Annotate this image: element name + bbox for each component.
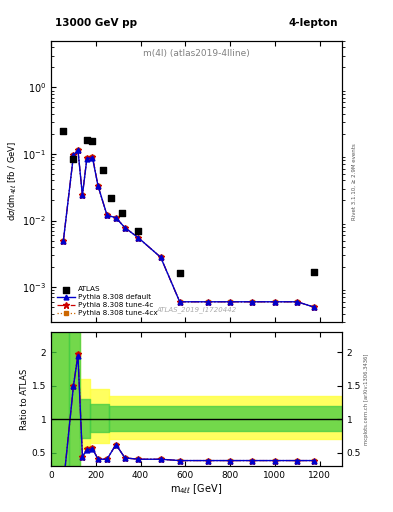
Pythia 8.308 tune-4c bbox=[312, 304, 316, 310]
ATLAS bbox=[70, 155, 77, 163]
Pythia 8.308 default bbox=[205, 298, 210, 305]
Text: 13000 GeV pp: 13000 GeV pp bbox=[55, 18, 137, 28]
Pythia 8.308 default bbox=[71, 153, 76, 159]
Pythia 8.308 tune-4cx bbox=[177, 298, 182, 305]
ATLAS bbox=[176, 269, 183, 278]
Text: ATLAS_2019_I1720442: ATLAS_2019_I1720442 bbox=[156, 307, 237, 313]
Pythia 8.308 default bbox=[114, 215, 118, 221]
ATLAS bbox=[60, 127, 66, 135]
Pythia 8.308 tune-4cx bbox=[90, 154, 95, 160]
Pythia 8.308 tune-4cx bbox=[295, 298, 299, 305]
Pythia 8.308 default bbox=[75, 147, 80, 153]
Pythia 8.308 tune-4cx bbox=[114, 215, 118, 221]
Pythia 8.308 default bbox=[136, 234, 141, 241]
Pythia 8.308 tune-4c bbox=[250, 298, 255, 305]
Pythia 8.308 tune-4c bbox=[96, 183, 101, 189]
Pythia 8.308 default bbox=[80, 192, 85, 198]
Pythia 8.308 tune-4c bbox=[177, 298, 182, 305]
Pythia 8.308 tune-4c bbox=[80, 192, 85, 198]
Pythia 8.308 default bbox=[90, 155, 95, 161]
ATLAS bbox=[135, 227, 141, 235]
Pythia 8.308 tune-4c bbox=[71, 153, 76, 159]
Y-axis label: Rivet 3.1.10, ≥ 2.9M events: Rivet 3.1.10, ≥ 2.9M events bbox=[352, 143, 357, 220]
Line: Pythia 8.308 default: Pythia 8.308 default bbox=[61, 147, 316, 309]
Pythia 8.308 default bbox=[96, 183, 101, 189]
Y-axis label: mcplots.cern.ch [arXiv:1306.3436]: mcplots.cern.ch [arXiv:1306.3436] bbox=[364, 353, 369, 445]
Legend: ATLAS, Pythia 8.308 default, Pythia 8.308 tune-4c, Pythia 8.308 tune-4cx: ATLAS, Pythia 8.308 default, Pythia 8.30… bbox=[55, 284, 160, 318]
Pythia 8.308 tune-4c bbox=[158, 254, 163, 261]
Pythia 8.308 default bbox=[312, 304, 316, 310]
Pythia 8.308 tune-4cx bbox=[75, 147, 80, 153]
Pythia 8.308 tune-4c bbox=[295, 298, 299, 305]
ATLAS bbox=[89, 137, 95, 145]
Pythia 8.308 tune-4c bbox=[123, 225, 127, 231]
Pythia 8.308 tune-4cx bbox=[105, 212, 109, 218]
Pythia 8.308 tune-4cx bbox=[71, 153, 76, 159]
Pythia 8.308 tune-4c bbox=[105, 212, 109, 218]
Y-axis label: Ratio to ATLAS: Ratio to ATLAS bbox=[20, 369, 29, 430]
Pythia 8.308 tune-4c bbox=[205, 298, 210, 305]
Pythia 8.308 tune-4cx bbox=[228, 298, 232, 305]
Pythia 8.308 tune-4cx bbox=[96, 183, 101, 189]
Line: Pythia 8.308 tune-4cx: Pythia 8.308 tune-4cx bbox=[62, 148, 316, 309]
Text: 4-lepton: 4-lepton bbox=[288, 18, 338, 28]
Pythia 8.308 tune-4cx bbox=[84, 155, 89, 161]
Pythia 8.308 default bbox=[272, 298, 277, 305]
Line: Pythia 8.308 tune-4c: Pythia 8.308 tune-4c bbox=[60, 147, 317, 310]
ATLAS bbox=[84, 136, 90, 144]
Pythia 8.308 tune-4c bbox=[136, 234, 141, 241]
Pythia 8.308 tune-4cx bbox=[61, 238, 66, 244]
ATLAS bbox=[311, 268, 317, 276]
Pythia 8.308 tune-4c bbox=[114, 215, 118, 221]
Pythia 8.308 default bbox=[177, 298, 182, 305]
Pythia 8.308 tune-4cx bbox=[158, 254, 163, 261]
Pythia 8.308 default bbox=[295, 298, 299, 305]
Pythia 8.308 default bbox=[105, 212, 109, 218]
Pythia 8.308 tune-4cx bbox=[205, 298, 210, 305]
Pythia 8.308 default bbox=[250, 298, 255, 305]
Pythia 8.308 tune-4cx bbox=[80, 192, 85, 198]
Pythia 8.308 default bbox=[158, 254, 163, 261]
Pythia 8.308 tune-4cx bbox=[312, 304, 316, 310]
Pythia 8.308 tune-4c bbox=[228, 298, 232, 305]
Y-axis label: d$\sigma$/dm$_{4\ell\ell}$ [fb / GeV]: d$\sigma$/dm$_{4\ell\ell}$ [fb / GeV] bbox=[7, 141, 20, 221]
Pythia 8.308 tune-4cx bbox=[250, 298, 255, 305]
ATLAS bbox=[108, 194, 115, 202]
Text: m(4l) (atlas2019-4lline): m(4l) (atlas2019-4lline) bbox=[143, 49, 250, 58]
X-axis label: m$_{4\ell\ell}$ [GeV]: m$_{4\ell\ell}$ [GeV] bbox=[171, 482, 222, 496]
Pythia 8.308 default bbox=[84, 156, 89, 162]
Pythia 8.308 default bbox=[123, 225, 127, 231]
Pythia 8.308 tune-4c bbox=[75, 147, 80, 153]
Pythia 8.308 tune-4cx bbox=[123, 225, 127, 231]
Pythia 8.308 tune-4cx bbox=[136, 234, 141, 241]
Pythia 8.308 tune-4cx bbox=[272, 298, 277, 305]
Pythia 8.308 tune-4c bbox=[90, 154, 95, 160]
ATLAS bbox=[99, 166, 106, 174]
Pythia 8.308 default bbox=[228, 298, 232, 305]
Pythia 8.308 default bbox=[61, 238, 66, 244]
Pythia 8.308 tune-4c bbox=[84, 155, 89, 161]
ATLAS bbox=[118, 209, 125, 217]
Pythia 8.308 tune-4c bbox=[272, 298, 277, 305]
Pythia 8.308 tune-4c bbox=[61, 238, 66, 244]
